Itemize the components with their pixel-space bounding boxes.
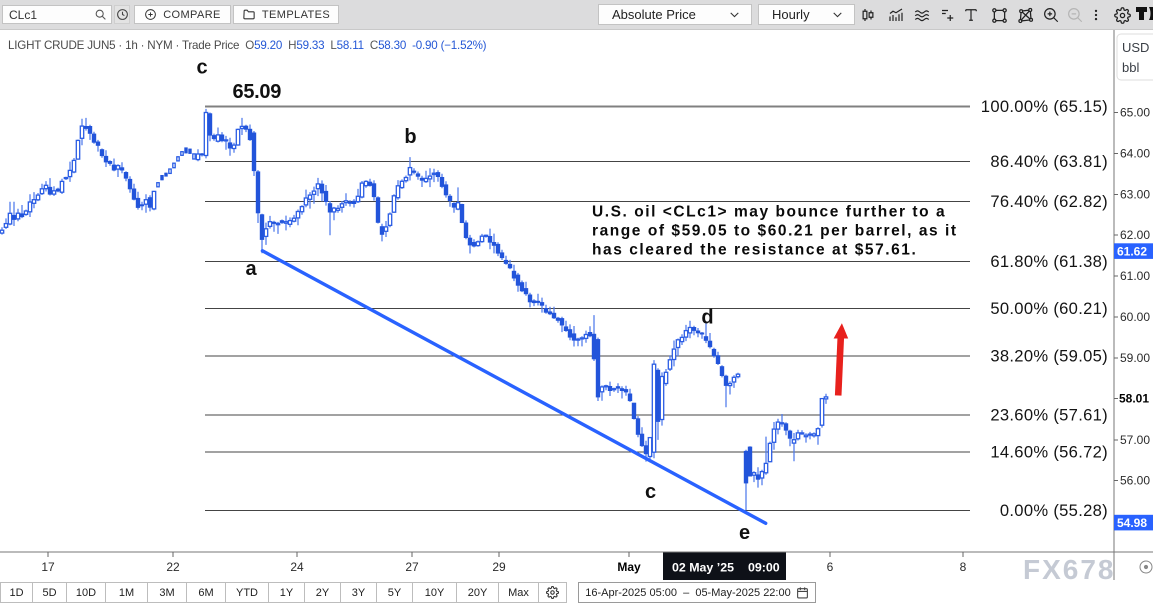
svg-text:0.00% (55.28): 0.00% (55.28)	[1000, 501, 1108, 520]
svg-text:USD: USD	[1122, 40, 1149, 55]
svg-text:65.00: 65.00	[1120, 106, 1150, 120]
svg-text:23.60% (57.61): 23.60% (57.61)	[990, 406, 1108, 425]
svg-text:has cleared the resistance at: has cleared the resistance at $57.61.	[592, 242, 917, 259]
svg-text:100.00% (65.15): 100.00% (65.15)	[981, 97, 1108, 116]
svg-text:09:00: 09:00	[748, 561, 780, 575]
svg-text:64.00: 64.00	[1120, 146, 1150, 160]
svg-text:65.09: 65.09	[233, 81, 282, 103]
svg-text:6: 6	[827, 560, 834, 574]
svg-text:d: d	[701, 307, 713, 329]
svg-text:86.40% (63.81): 86.40% (63.81)	[990, 152, 1108, 171]
svg-text:e: e	[739, 522, 750, 544]
svg-text:76.40% (62.82): 76.40% (62.82)	[990, 192, 1108, 211]
svg-text:63.00: 63.00	[1120, 187, 1150, 201]
svg-text:22: 22	[166, 560, 180, 574]
svg-text:17: 17	[41, 560, 55, 574]
svg-text:59.00: 59.00	[1120, 351, 1150, 365]
svg-text:61.62: 61.62	[1117, 245, 1147, 259]
svg-text:50.00% (60.21): 50.00% (60.21)	[990, 299, 1108, 318]
svg-text:c: c	[196, 57, 207, 79]
svg-text:38.20% (59.05): 38.20% (59.05)	[990, 347, 1108, 366]
svg-text:range of $59.05 to $60.21 per: range of $59.05 to $60.21 per barrel, as…	[592, 223, 958, 240]
svg-text:56.00: 56.00	[1120, 474, 1150, 488]
svg-text:24: 24	[290, 560, 304, 574]
svg-text:54.98: 54.98	[1117, 516, 1147, 530]
svg-text:c: c	[645, 481, 656, 503]
svg-text:61.00: 61.00	[1120, 269, 1150, 283]
svg-text:61.80% (61.38): 61.80% (61.38)	[990, 252, 1108, 271]
svg-text:29: 29	[492, 560, 506, 574]
svg-text:a: a	[245, 258, 257, 280]
svg-text:14.60% (56.72): 14.60% (56.72)	[990, 443, 1108, 462]
svg-text:27: 27	[405, 560, 419, 574]
svg-text:58.01: 58.01	[1119, 392, 1149, 406]
svg-text:8: 8	[960, 560, 967, 574]
svg-text:b: b	[404, 126, 416, 148]
svg-text:60.00: 60.00	[1120, 310, 1150, 324]
svg-text:02 May ’25: 02 May ’25	[672, 561, 734, 575]
svg-text:May: May	[617, 560, 641, 574]
svg-text:62.00: 62.00	[1120, 228, 1150, 242]
svg-text:bbl: bbl	[1122, 60, 1139, 75]
svg-text:57.00: 57.00	[1120, 433, 1150, 447]
svg-text:FX678: FX678	[1023, 554, 1116, 585]
svg-text:U.S. oil <CLc1> may bounce fur: U.S. oil <CLc1> may bounce further to a	[592, 204, 946, 221]
